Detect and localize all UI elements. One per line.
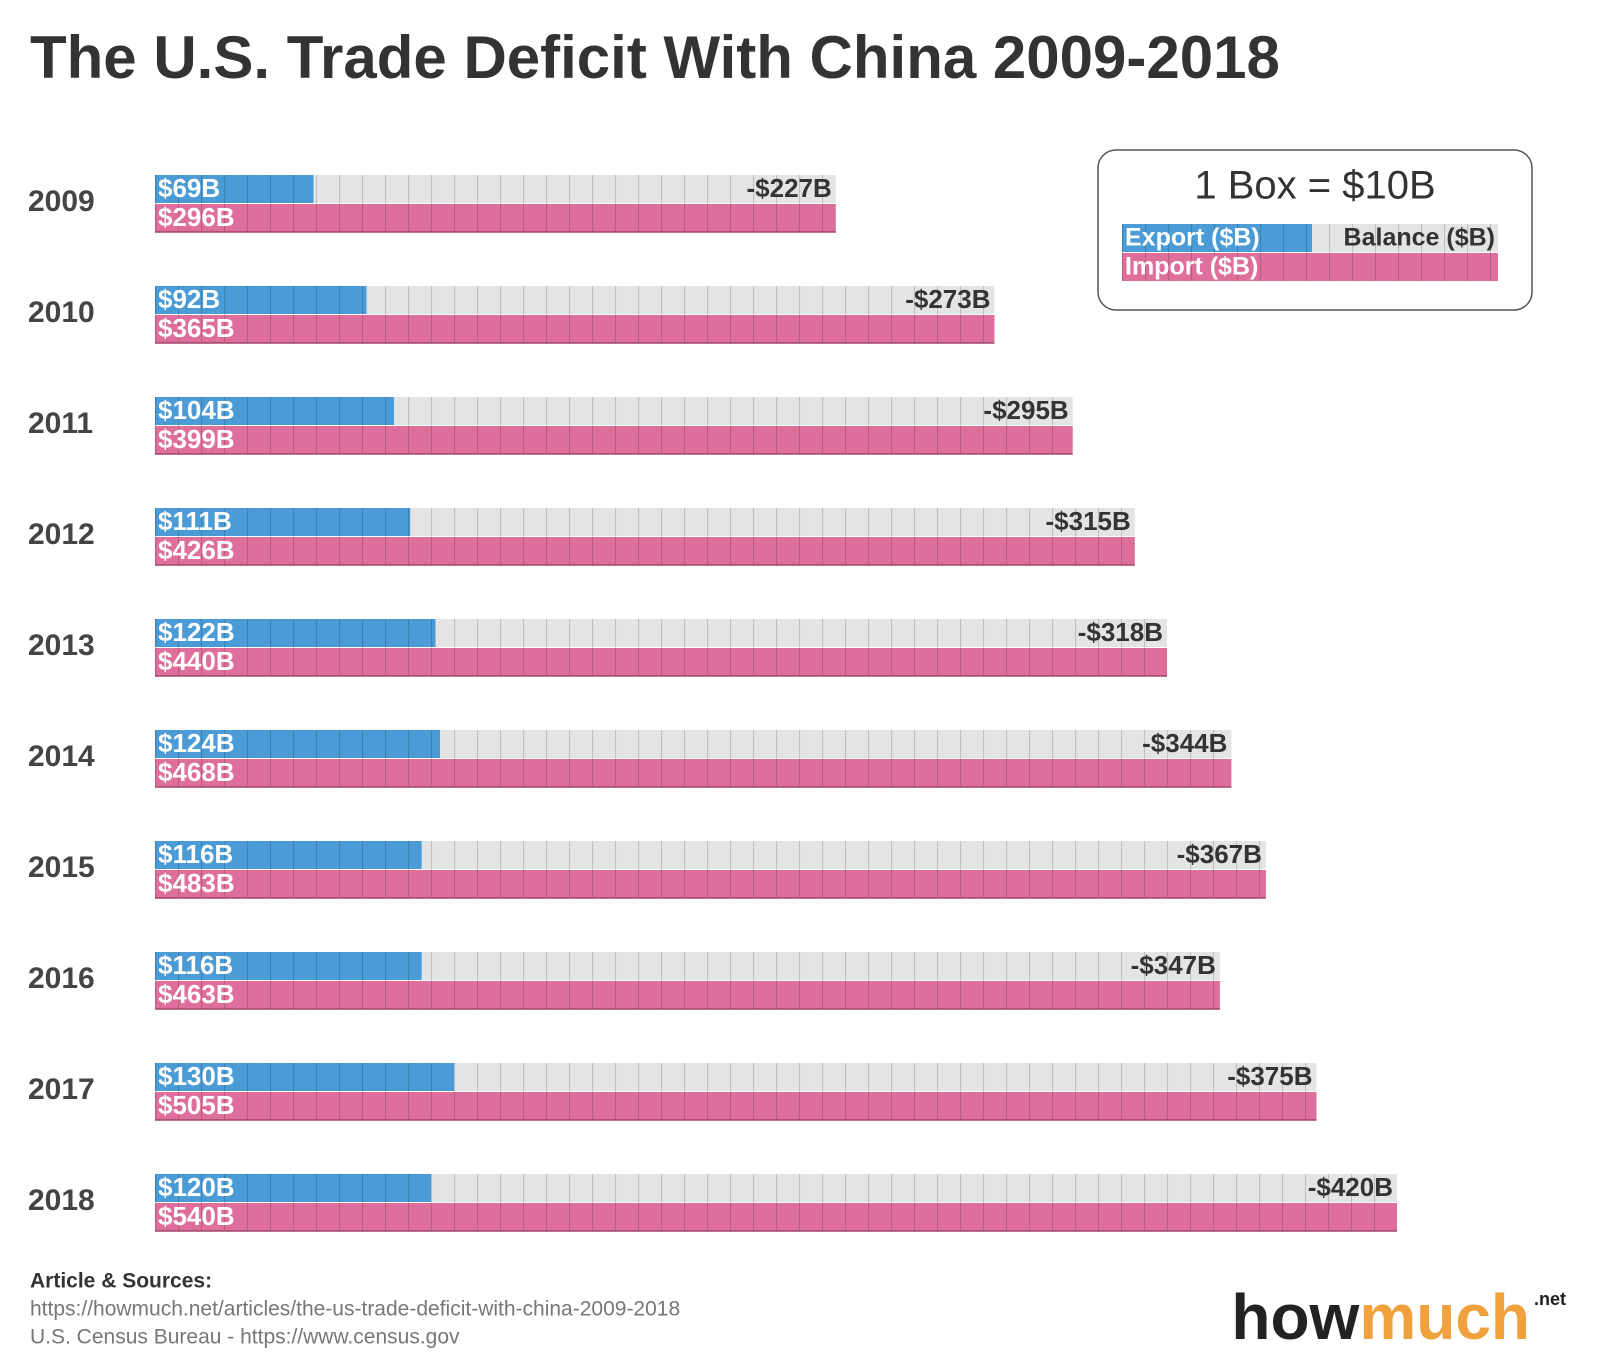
data-label: $399B — [158, 424, 235, 454]
data-label: $365B — [158, 313, 235, 343]
legend-label: Export ($B) — [1125, 224, 1260, 252]
chart-title: The U.S. Trade Deficit With China 2009-2… — [30, 24, 1280, 91]
legend-label: Import ($B) — [1125, 253, 1258, 281]
logo-part: how — [1231, 1281, 1359, 1353]
box-grid — [155, 1063, 1317, 1120]
data-label: -$295B — [983, 395, 1068, 425]
box-grid — [155, 730, 1232, 787]
data-label: -$367B — [1177, 839, 1262, 869]
data-label: $111B — [158, 506, 232, 536]
y-tick-label: 2011 — [28, 407, 93, 440]
data-label: -$344B — [1142, 728, 1227, 758]
y-tick-label: 2017 — [28, 1073, 95, 1106]
y-tick-label: 2012 — [28, 518, 95, 551]
box-grid — [155, 397, 1073, 454]
data-label: $426B — [158, 535, 235, 565]
data-label: $463B — [158, 979, 235, 1009]
box-grid — [155, 841, 1266, 898]
legend-title: 1 Box = $10B — [1194, 164, 1435, 208]
data-label: $296B — [158, 202, 235, 232]
y-tick-label: 2016 — [28, 962, 95, 995]
data-label: $505B — [158, 1090, 235, 1120]
data-label: $116B — [158, 839, 233, 869]
y-tick-label: 2015 — [28, 851, 95, 884]
data-label: $468B — [158, 757, 235, 787]
y-tick-label: 2009 — [28, 185, 95, 218]
box-grid — [155, 952, 1220, 1009]
y-tick-label: 2013 — [28, 629, 95, 662]
data-label: $124B — [158, 728, 235, 758]
box-grid — [155, 1174, 1397, 1231]
data-label: -$375B — [1227, 1061, 1312, 1091]
data-label: $69B — [158, 173, 220, 203]
data-label: -$315B — [1046, 506, 1131, 536]
logo-part: much — [1359, 1281, 1530, 1353]
data-label: $483B — [158, 868, 235, 898]
legend-label: Balance ($B) — [1344, 224, 1495, 252]
data-label: $440B — [158, 646, 235, 676]
data-label: -$273B — [905, 284, 990, 314]
data-label: -$227B — [747, 173, 832, 203]
data-label: -$318B — [1078, 617, 1163, 647]
logo-suffix: .net — [1534, 1289, 1566, 1309]
box-grid — [155, 175, 836, 232]
y-tick-label: 2014 — [28, 740, 95, 773]
data-label: -$420B — [1308, 1172, 1393, 1202]
box-grid — [1122, 224, 1498, 281]
box-grid — [155, 619, 1167, 676]
y-tick-label: 2018 — [28, 1184, 95, 1217]
source: U.S. Census Bureau - https://www.census.… — [30, 1326, 460, 1349]
source: https://howmuch.net/articles/the-us-trad… — [30, 1298, 680, 1321]
data-label: $130B — [158, 1061, 235, 1091]
data-label: $104B — [158, 395, 235, 425]
data-label: $122B — [158, 617, 235, 647]
data-label: $120B — [158, 1172, 235, 1202]
source-title: Article & Sources: — [30, 1270, 212, 1293]
box-grid — [155, 286, 995, 343]
box-grid — [155, 508, 1135, 565]
data-label: $540B — [158, 1201, 235, 1231]
logo: howmuch — [1231, 1281, 1530, 1353]
y-tick-label: 2010 — [28, 296, 95, 329]
data-label: $116B — [158, 950, 233, 980]
data-label: -$347B — [1131, 950, 1216, 980]
data-label: $92B — [158, 284, 220, 314]
